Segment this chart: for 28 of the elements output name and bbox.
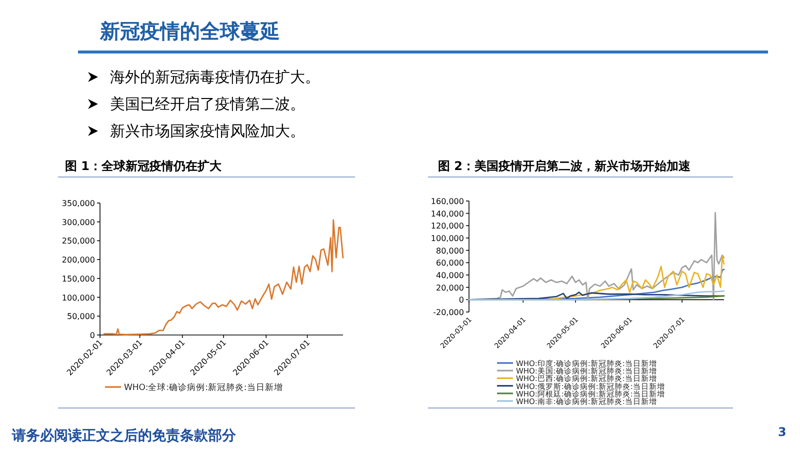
y-tick-label: 160,000	[430, 197, 464, 206]
y-tick-label: 20,000	[436, 283, 464, 292]
y-tick-label: 200,000	[62, 256, 95, 265]
text: 3	[778, 425, 786, 439]
y-tick-label: 150,000	[62, 274, 95, 284]
y-tick-label: 80,000	[436, 246, 464, 256]
y-tick-label: 100,000	[430, 234, 464, 243]
legend-label: WHO:全球:确诊病例:新冠肺炎:当日新增	[124, 382, 283, 393]
y-tick-label: 0	[458, 296, 464, 305]
y-tick-label: 140,000	[430, 209, 464, 218]
y-tick-label: 350,000	[62, 199, 95, 208]
chart-title: 图 2：美国疫情开启第二波，新兴市场开始加速	[438, 159, 692, 173]
y-tick-label: 40,000	[436, 271, 464, 280]
y-tick-label: 0	[90, 331, 95, 340]
y-tick-label: 50,000	[67, 312, 95, 322]
y-tick-label: 100,000	[62, 293, 95, 302]
y-tick-label: 300,000	[62, 218, 95, 227]
y-tick-label: 120,000	[430, 222, 464, 231]
y-tick-label: 60,000	[436, 258, 464, 268]
y-tick-label: -20,000	[433, 308, 464, 317]
text: 新兴市场国家疫情风险加大。	[110, 122, 305, 140]
chart-title: 图 1：全球新冠疫情仍在扩大	[65, 159, 223, 173]
y-tick-label: 250,000	[62, 236, 95, 246]
text: 请务必阅读正文之后的免责条款部分	[11, 427, 237, 444]
line-series	[103, 219, 344, 336]
text: 美国已经开启了疫情第二波。	[110, 95, 305, 113]
text: 新冠疫情的全球蔓延	[99, 19, 280, 43]
text: 海外的新冠病毒疫情仍在扩大。	[110, 68, 320, 86]
